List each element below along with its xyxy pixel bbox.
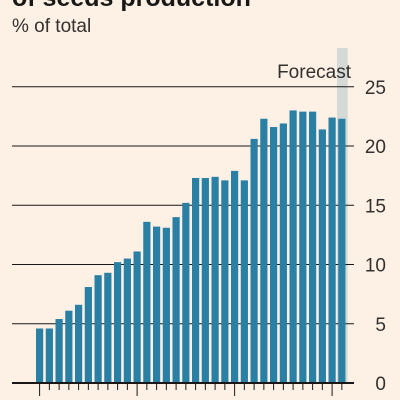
chart-title: of seeds production (12, 0, 251, 13)
bar-22 (250, 138, 258, 383)
bar-15 (182, 202, 190, 383)
bar-14 (172, 217, 180, 383)
bar-27 (299, 111, 307, 383)
bar-24 (270, 127, 278, 383)
bar-3 (65, 310, 73, 383)
chart-subtitle: % of total (12, 16, 92, 37)
bar-19 (221, 180, 229, 383)
bar-25 (279, 123, 287, 384)
bar-28 (309, 111, 317, 383)
y-tick-label-0: 0 (375, 374, 386, 395)
bar-6 (94, 275, 102, 383)
bar-2 (55, 319, 63, 383)
bar-21 (240, 180, 248, 383)
bar-31 (338, 118, 346, 384)
bar-26 (289, 110, 297, 383)
bar-23 (260, 118, 268, 384)
y-tick-label-25: 25 (365, 78, 386, 99)
bar-18 (211, 176, 219, 383)
bar-16 (192, 177, 200, 383)
y-tick-label-5: 5 (375, 315, 386, 336)
y-tick-label-15: 15 (365, 196, 386, 217)
bar-10 (133, 251, 141, 383)
bar-7 (104, 272, 112, 383)
bar-0 (36, 328, 44, 383)
bar-5 (84, 287, 92, 383)
bar-17 (201, 177, 209, 383)
bar-1 (45, 328, 53, 383)
y-tick-label-10: 10 (365, 256, 386, 277)
bar-12 (153, 226, 161, 383)
bar-4 (75, 304, 83, 383)
bar-30 (328, 117, 336, 383)
bar-20 (231, 170, 239, 383)
bar-8 (114, 262, 122, 383)
bar-11 (143, 221, 151, 383)
bar-13 (162, 227, 170, 383)
forecast-label: Forecast (277, 62, 352, 83)
bar-29 (318, 129, 326, 383)
y-tick-label-20: 20 (365, 137, 386, 158)
bar-9 (123, 258, 131, 383)
